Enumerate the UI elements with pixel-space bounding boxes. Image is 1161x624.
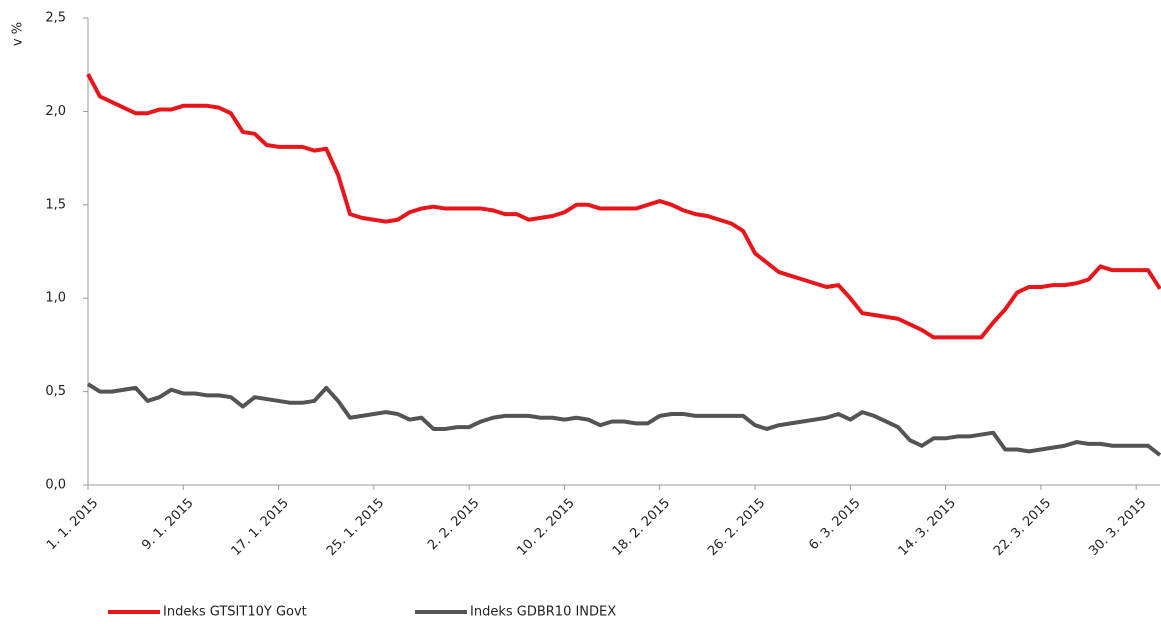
y-tick-label: 0,0 bbox=[45, 478, 66, 493]
x-tick-label: 25. 1. 2015 bbox=[324, 496, 387, 559]
series-line bbox=[86, 382, 1161, 457]
x-tick-label: 1. 1. 2015 bbox=[44, 496, 101, 553]
y-tick-label: 2,0 bbox=[45, 104, 66, 119]
y-tick-label: 2,5 bbox=[45, 11, 66, 26]
x-tick-label: 10. 2. 2015 bbox=[515, 496, 578, 559]
y-tick-label: 1,0 bbox=[45, 291, 66, 306]
x-tick-label: 26. 2. 2015 bbox=[705, 496, 768, 559]
x-tick-label: 14. 3. 2015 bbox=[896, 496, 959, 559]
x-tick-label: 2. 2. 2015 bbox=[425, 496, 482, 553]
legend-label: Indeks GTSIT10Y Govt bbox=[163, 605, 307, 620]
x-tick-label: 17. 1. 2015 bbox=[229, 496, 292, 559]
x-tick-label: 6. 3. 2015 bbox=[806, 496, 863, 553]
series-line bbox=[86, 73, 1161, 340]
x-tick-label: 9. 1. 2015 bbox=[139, 496, 196, 553]
x-tick-label: 22. 3. 2015 bbox=[991, 496, 1054, 559]
x-tick-label: 18. 2. 2015 bbox=[610, 496, 673, 559]
x-tick-label: 30. 3. 2015 bbox=[1086, 496, 1149, 559]
y-axis-label: v % bbox=[11, 22, 26, 46]
legend-label: Indeks GDBR10 INDEX bbox=[470, 605, 616, 620]
y-tick-label: 0,5 bbox=[45, 384, 66, 399]
y-tick-label: 1,5 bbox=[45, 197, 66, 212]
